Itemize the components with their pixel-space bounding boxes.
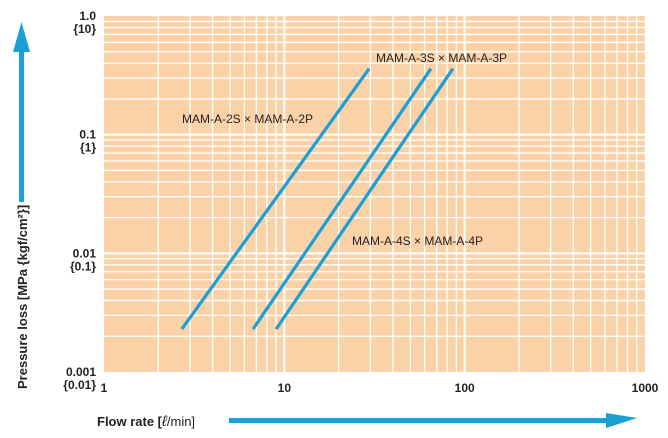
y-tick-label: 0.1	[79, 128, 96, 142]
x-tick-label: 10	[278, 381, 292, 395]
x-axis-title: Flow rate [ℓ/min]	[97, 413, 195, 430]
series-line-1	[180, 67, 371, 331]
plot-area	[104, 16, 645, 372]
y-tick-sublabel: {0.1}	[70, 259, 96, 273]
x-axis-arrow	[229, 413, 637, 428]
series-label-2s-2p: MAM-A-2S × MAM-A-2P	[182, 112, 313, 126]
y-tick-sublabel: {1}	[80, 141, 96, 155]
grid-lines	[104, 16, 645, 372]
x-tick-labels: 1 10 100 1000	[101, 381, 659, 395]
y-tick-sublabel: {10}	[73, 22, 96, 36]
y-tick-sublabel: {0.01}	[63, 378, 96, 392]
series-line-3	[274, 67, 455, 330]
y-tick-labels: 1.0{10} 0.1{1} 0.01{0.1} 0.001{0.01}	[63, 9, 96, 392]
x-tick-label: 100	[455, 381, 475, 395]
x-tick-label: 1000	[632, 381, 659, 395]
series-label-4s-4p: MAM-A-4S × MAM-A-4P	[352, 234, 483, 248]
series-line-2	[251, 67, 433, 331]
x-tick-label: 1	[101, 381, 108, 395]
series-label-3s-3p: MAM-A-3S × MAM-A-3P	[376, 51, 507, 65]
y-tick-label: 0.001	[66, 365, 96, 379]
y-axis-arrow	[13, 22, 30, 202]
series-lines	[180, 67, 455, 331]
y-tick-label: 0.01	[73, 246, 97, 260]
y-tick-label: 1.0	[79, 9, 96, 23]
y-axis-title: Pressure loss [MPa {kgf/cm²}]	[15, 205, 30, 389]
